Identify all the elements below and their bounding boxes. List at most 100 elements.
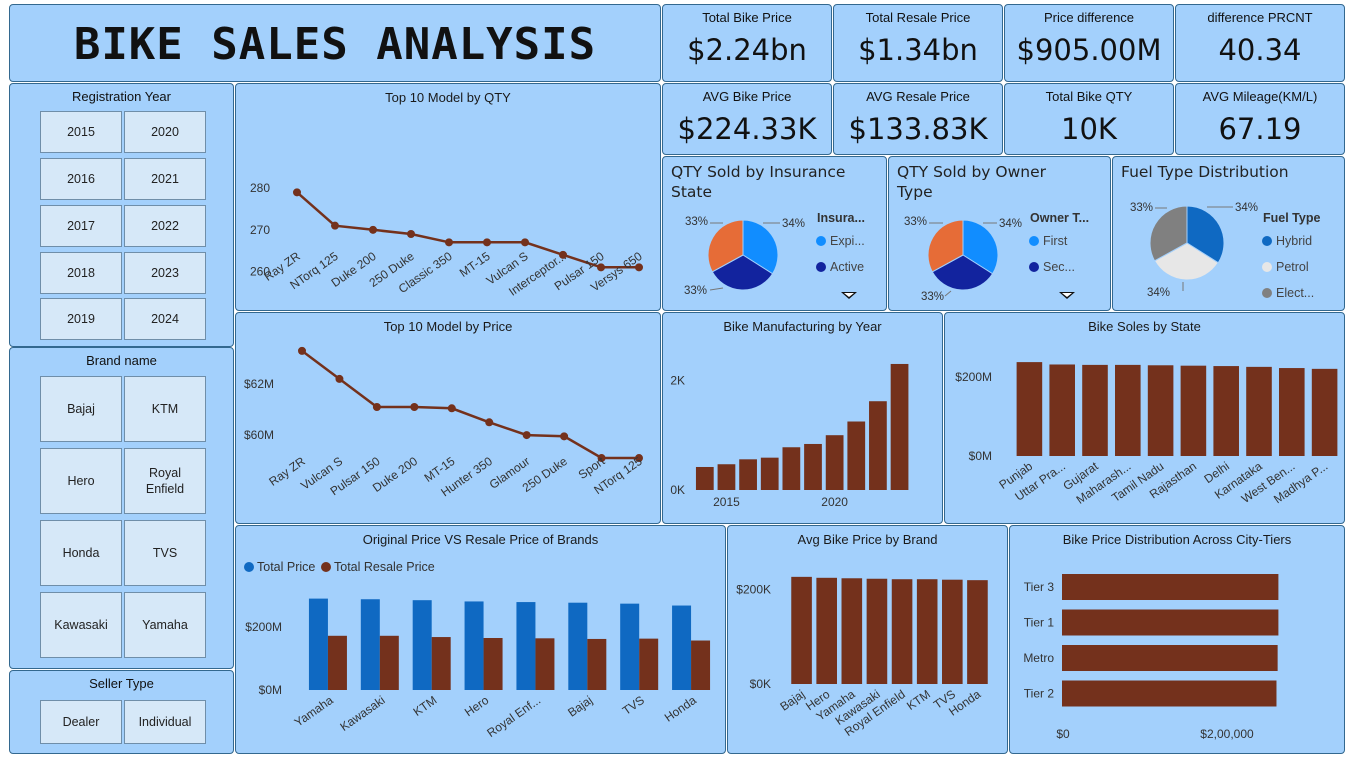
bar bbox=[942, 579, 963, 684]
brand-button-bajaj[interactable]: Bajaj bbox=[40, 376, 122, 442]
legend-marker bbox=[1029, 236, 1039, 246]
legend-total-resale-price[interactable]: Total Resale Price bbox=[321, 560, 435, 574]
seller-type-slicer: Seller Type Dealer Individual bbox=[9, 670, 234, 754]
year-button-2020[interactable]: 2020 bbox=[124, 111, 206, 153]
kpi-label: AVG Resale Price bbox=[866, 89, 970, 104]
top10-price-chart: Top 10 Model by Price $60M $62M Ray ZR Vulc… bbox=[235, 312, 661, 524]
bar bbox=[379, 635, 399, 690]
data-point bbox=[447, 404, 456, 413]
kpi-label: Total Bike Price bbox=[702, 10, 792, 25]
data-label: 33% bbox=[1130, 202, 1153, 214]
brand-button-kawasaki[interactable]: Kawasaki bbox=[40, 592, 122, 658]
bar bbox=[825, 435, 844, 490]
bar bbox=[739, 459, 757, 490]
kpi-price-difference: Price difference $905.00M bbox=[1004, 4, 1174, 82]
slicer-title: Registration Year bbox=[71, 89, 171, 104]
legend-marker bbox=[816, 262, 826, 272]
y-tick-label: $0K bbox=[750, 677, 771, 691]
kpi-label: difference PRCNT bbox=[1207, 10, 1313, 25]
registration-year-slicer: Registration Year 2015 2020 2016 2021 20… bbox=[9, 83, 234, 347]
leader-line bbox=[944, 290, 952, 297]
year-button-2023[interactable]: 2023 bbox=[124, 252, 206, 294]
brand-button-hero[interactable]: Hero bbox=[40, 448, 122, 514]
legend-dot bbox=[321, 562, 331, 572]
seller-button-dealer[interactable]: Dealer bbox=[40, 700, 122, 744]
year-button-2016[interactable]: 2016 bbox=[40, 158, 122, 200]
data-point bbox=[410, 403, 419, 411]
kpi-total-bike-price: Total Bike Price $2.24bn bbox=[662, 4, 832, 82]
kpi-label: Price difference bbox=[1043, 10, 1135, 25]
mfg-year-plot: 0K 2K 2015 2020 bbox=[670, 363, 909, 509]
x-tick-label: TVS bbox=[620, 693, 647, 718]
legend-total-price[interactable]: Total Price bbox=[244, 560, 315, 574]
x-tick-label: Kawasaki bbox=[337, 693, 387, 734]
fuel-pie-panel: Fuel Type Distribution 34% 33% 34% Fuel Typ… bbox=[1112, 156, 1345, 311]
data-point bbox=[369, 225, 377, 234]
brand-name-slicer: Brand name Bajaj KTM Hero Royal Enfield … bbox=[9, 347, 234, 669]
series-line bbox=[301, 349, 639, 460]
bar bbox=[869, 401, 887, 490]
bar bbox=[1016, 362, 1043, 456]
bar bbox=[760, 457, 779, 490]
legend-marker bbox=[1262, 288, 1272, 298]
brand-button-yamaha[interactable]: Yamaha bbox=[124, 592, 206, 658]
legend-marker bbox=[1262, 262, 1272, 272]
year-button-2017[interactable]: 2017 bbox=[40, 205, 122, 247]
bar bbox=[1147, 365, 1174, 456]
bar bbox=[327, 635, 347, 690]
kpi-avg-bike-price: AVG Bike Price $224.33K bbox=[662, 83, 832, 155]
bar bbox=[412, 600, 432, 690]
bar bbox=[483, 638, 503, 690]
brand-button-tvs[interactable]: TVS bbox=[124, 520, 206, 586]
seller-button-individual[interactable]: Individual bbox=[124, 700, 206, 744]
y-tick-label: $200K bbox=[736, 583, 771, 597]
bar bbox=[891, 579, 913, 684]
kpi-value: $1.34bn bbox=[858, 33, 978, 67]
year-button-2021[interactable]: 2021 bbox=[124, 158, 206, 200]
legend-label: Sec... bbox=[1043, 260, 1075, 274]
bar bbox=[1279, 368, 1305, 456]
bar bbox=[568, 602, 588, 690]
x-tick-label: Bajaj bbox=[565, 693, 595, 720]
x-tick-label: Yamaha bbox=[292, 693, 336, 730]
year-button-2015[interactable]: 2015 bbox=[40, 111, 122, 153]
year-button-2022[interactable]: 2022 bbox=[124, 205, 206, 247]
data-point bbox=[483, 238, 491, 247]
owner-pie-plot: 34% 33% 33% Owner T... First Sec... bbox=[904, 211, 1089, 303]
legend-title: Owner T... bbox=[1030, 211, 1089, 225]
chevron-down-icon[interactable] bbox=[1059, 292, 1075, 299]
y-tick-label: $200M bbox=[245, 620, 282, 634]
kpi-value: 40.34 bbox=[1218, 33, 1302, 67]
insurance-pie-plot: 34% 33% 33% Insura... Expi... Active bbox=[684, 211, 865, 297]
city-tiers-chart: Bike Price Distribution Across City-Tier… bbox=[1009, 525, 1345, 754]
top10-qty-chart: Top 10 Model by QTY 260 270 280 Ray ZR NTorq… bbox=[235, 83, 661, 311]
kpi-value: $133.83K bbox=[848, 112, 988, 146]
brand-button-royal-enfield[interactable]: Royal Enfield bbox=[124, 448, 206, 514]
x-tick-label: $0 bbox=[1056, 727, 1070, 741]
city-tiers-plot: Tier 3 Tier 1 Metro Tier 2 $0 $2,00,000 bbox=[1023, 574, 1279, 741]
y-tick-label: 270 bbox=[250, 223, 270, 237]
bar bbox=[1062, 680, 1277, 707]
year-button-2018[interactable]: 2018 bbox=[40, 252, 122, 294]
kpi-label: AVG Bike Price bbox=[702, 89, 792, 104]
year-button-2024[interactable]: 2024 bbox=[124, 298, 206, 340]
data-point bbox=[635, 263, 643, 272]
y-tick-label: $60M bbox=[244, 428, 274, 442]
x-tick-label: Honda bbox=[662, 693, 699, 725]
chart-title: Original Price VS Resale Price of Brands bbox=[362, 532, 599, 547]
data-label: 34% bbox=[1147, 287, 1170, 299]
brand-button-honda[interactable]: Honda bbox=[40, 520, 122, 586]
chevron-down-icon[interactable] bbox=[841, 292, 857, 299]
y-tick-label: Tier 1 bbox=[1024, 616, 1055, 630]
pie-slice bbox=[1149, 205, 1188, 262]
chart-title: Fuel Type Distribution bbox=[1121, 163, 1289, 181]
data-point bbox=[331, 221, 339, 230]
bar bbox=[1062, 645, 1278, 671]
year-button-2019[interactable]: 2019 bbox=[40, 298, 122, 340]
brand-button-ktm[interactable]: KTM bbox=[124, 376, 206, 442]
legend-marker bbox=[1029, 262, 1039, 272]
